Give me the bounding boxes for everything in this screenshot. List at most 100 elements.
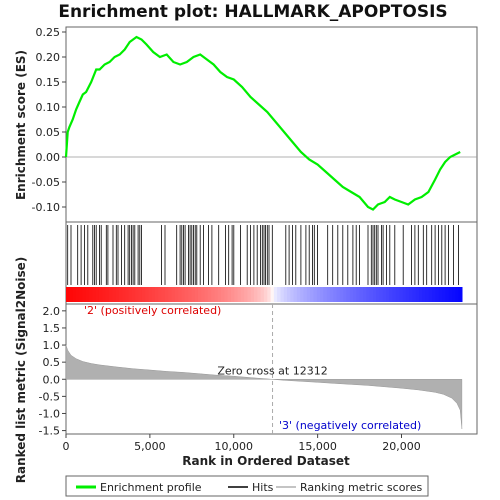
rank-bar-segment <box>125 287 130 302</box>
rank-bar-segment <box>221 287 225 302</box>
rank-bar-segment <box>267 287 272 302</box>
rank-bar-segment <box>323 287 328 302</box>
rank-bar-segment <box>257 287 262 302</box>
rank-bar-segment <box>112 287 117 302</box>
metric-y-axis-label: Ranked list metric (Signal2Noise) <box>14 257 28 484</box>
rank-bar-segment <box>435 287 440 302</box>
rank-bar-segment <box>204 287 209 302</box>
rank-bar-segment <box>247 287 252 302</box>
rank-bar-segment <box>412 287 417 302</box>
rank-bar-segment <box>313 287 318 302</box>
rank-bar-segment <box>316 287 321 302</box>
rank-bar-segment <box>419 287 423 302</box>
rank-bar-segment <box>168 287 173 302</box>
rank-bar-segment <box>339 287 344 302</box>
rank-bar-segment <box>353 287 357 302</box>
x-axis: 0 5,000 10,000 15,000 20,000 <box>63 434 421 453</box>
rank-bar-segment <box>402 287 407 302</box>
rank-bar-segment <box>82 287 87 302</box>
x-tick-label: 5,000 <box>134 440 166 453</box>
rank-bar-segment <box>201 287 206 302</box>
metric-tick-label: 0.5 <box>43 356 61 369</box>
rank-bar-segment <box>69 287 74 302</box>
rank-bar-segment <box>148 287 153 302</box>
rank-bar-segment <box>161 287 166 302</box>
rank-bar-segment <box>448 287 453 302</box>
rank-bar-segment <box>445 287 450 302</box>
rank-bar-segment <box>227 287 232 302</box>
rank-bar-segment <box>442 287 447 302</box>
x-tick-label: 20,000 <box>382 440 421 453</box>
rank-bar-segment <box>174 287 179 302</box>
es-y-axis-label: Enrichment score (ES) <box>14 50 28 200</box>
rank-bar-segment <box>329 287 334 302</box>
metric-y-axis: 2.0 1.5 1.0 0.5 0.0 -0.5 -1.0 -1.5 <box>39 305 66 438</box>
rank-bar-segment <box>399 287 404 302</box>
rank-bar-segment <box>151 287 156 302</box>
rank-bar-segment <box>188 287 192 302</box>
rank-bar-segment <box>280 287 285 302</box>
rank-bar-segment <box>234 287 239 302</box>
positive-label: '2' (positively correlated) <box>84 304 221 317</box>
legend-hits-label: Hits <box>252 481 274 494</box>
x-tick-label: 10,000 <box>215 440 254 453</box>
rank-bar-segment <box>178 287 183 302</box>
rank-bar-segment <box>102 287 107 302</box>
rank-bar-segment <box>118 287 123 302</box>
rank-bar-segment <box>277 287 282 302</box>
rank-bar-segment <box>293 287 298 302</box>
x-tick-label: 15,000 <box>298 440 337 453</box>
es-tick-label: 0.15 <box>36 76 61 89</box>
es-tick-label: -0.10 <box>32 201 60 214</box>
rank-bar-segment <box>95 287 100 302</box>
rank-bar-segment <box>194 287 199 302</box>
rank-bar-segment <box>270 287 275 302</box>
rank-bar-segment <box>75 287 80 302</box>
rank-bar-segment <box>211 287 216 302</box>
rank-bar-segment <box>369 287 374 302</box>
x-axis-label: Rank in Ordered Dataset <box>182 454 350 468</box>
metric-tick-label: 2.0 <box>43 305 61 318</box>
rank-bar-segment <box>359 287 364 302</box>
rank-bar-segment <box>287 287 291 302</box>
rank-bar-segment <box>349 287 354 302</box>
ranking-metric-area <box>65 345 463 429</box>
rank-bar-segment <box>333 287 338 302</box>
rank-bar-segment <box>135 287 140 302</box>
rank-bar-segment <box>164 287 169 302</box>
rank-bar-segment <box>372 287 377 302</box>
rank-bar-segment <box>356 287 361 302</box>
rank-bar-segment <box>98 287 103 302</box>
rank-bar-segment <box>395 287 400 302</box>
metric-tick-label: 0.0 <box>43 373 61 386</box>
rank-bar-segment <box>346 287 351 302</box>
rank-bar-segment <box>108 287 113 302</box>
rank-bar-segment <box>66 287 70 302</box>
rank-bar-segment <box>131 287 136 302</box>
rank-bar-segment <box>85 287 90 302</box>
rank-bar-segment <box>237 287 242 302</box>
rank-bar-segment <box>145 287 150 302</box>
rank-bar-segment <box>224 287 229 302</box>
rank-bar-segment <box>283 287 288 302</box>
hit-marks <box>67 225 459 285</box>
rank-bar-segment <box>382 287 387 302</box>
rank-bar-segment <box>405 287 410 302</box>
rank-bar-segment <box>273 287 278 302</box>
rank-bar-segment <box>250 287 255 302</box>
rank-bar-segment <box>105 287 110 302</box>
rank-bar-segment <box>290 287 295 302</box>
es-tick-label: -0.05 <box>32 176 60 189</box>
enrichment-profile-line <box>64 35 461 211</box>
rank-bar-segment <box>92 287 97 302</box>
rank-color-bar <box>66 287 463 302</box>
zero-cross-label: Zero cross at 12312 <box>217 364 327 377</box>
rank-bar-segment <box>115 287 120 302</box>
rank-bar-segment <box>428 287 433 302</box>
rank-bar-segment <box>184 287 189 302</box>
rank-bar-segment <box>181 287 186 302</box>
rank-bar-segment <box>415 287 420 302</box>
rank-bar-segment <box>458 287 463 302</box>
rank-bar-segment <box>158 287 163 302</box>
rank-bar-segment <box>326 287 331 302</box>
